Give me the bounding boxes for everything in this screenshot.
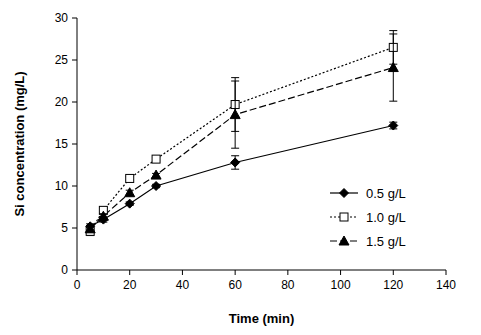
- point: [125, 199, 134, 208]
- series-line: [90, 68, 393, 229]
- point: [85, 224, 95, 233]
- x-tick: [129, 270, 130, 275]
- point: [231, 158, 240, 167]
- y-tick-label: 0: [61, 263, 68, 277]
- error-cap: [231, 81, 239, 82]
- y-tick: [72, 144, 77, 145]
- error-cap: [389, 101, 397, 102]
- error-cap: [231, 155, 239, 156]
- series-line: [90, 47, 393, 231]
- legend-label: 1.5 g/L: [366, 234, 406, 249]
- x-tick-label: 100: [331, 278, 351, 292]
- x-tick-label: 20: [123, 278, 137, 292]
- y-tick: [72, 270, 77, 271]
- point: [152, 155, 160, 163]
- point: [388, 63, 398, 72]
- y-axis-label: Si concentration (mg/L): [12, 71, 27, 216]
- x-tick: [393, 270, 394, 275]
- point: [389, 121, 398, 130]
- x-tick: [340, 270, 341, 275]
- error-cap: [389, 33, 397, 34]
- legend-marker: [339, 236, 349, 245]
- error-cap: [231, 77, 239, 78]
- error-cap: [389, 30, 397, 31]
- y-tick: [72, 186, 77, 187]
- series-line: [90, 126, 393, 227]
- y-tick-label: 30: [55, 11, 69, 25]
- x-axis: [77, 270, 446, 271]
- point: [230, 110, 240, 119]
- error-bar: [231, 81, 239, 148]
- x-tick-label: 0: [74, 278, 81, 292]
- x-tick-label: 140: [436, 278, 456, 292]
- y-tick: [72, 102, 77, 103]
- chart: 0 20 40 60 80 100 120 140 0 5 10 15 20 25 30 Time (min)…: [0, 0, 481, 335]
- x-tick: [77, 270, 78, 275]
- point: [151, 170, 161, 179]
- x-tick: [235, 270, 236, 275]
- legend-marker: [340, 213, 348, 221]
- x-tick: [446, 270, 447, 275]
- y-tick-label: 20: [55, 95, 69, 109]
- x-axis-label: Time (min): [229, 311, 295, 326]
- y-tick-label: 25: [55, 53, 69, 67]
- x-tick: [287, 270, 288, 275]
- error-cap: [231, 169, 239, 170]
- y-tick: [72, 18, 77, 19]
- error-bar: [389, 34, 397, 101]
- legend: 0.5 g/L 1.0 g/L 1.5 g/L: [330, 186, 406, 249]
- point: [152, 182, 161, 191]
- x-tick-label: 40: [176, 278, 190, 292]
- legend-marker: [340, 189, 349, 198]
- error-cap: [231, 148, 239, 149]
- x-tick-label: 60: [228, 278, 242, 292]
- x-tick-label: 120: [383, 278, 403, 292]
- y-tick-label: 15: [55, 137, 69, 151]
- y-tick: [72, 228, 77, 229]
- x-tick-label: 80: [281, 278, 295, 292]
- y-tick: [72, 60, 77, 61]
- legend-label: 0.5 g/L: [366, 186, 406, 201]
- error-bar: [231, 156, 239, 169]
- y-tick-label: 10: [55, 179, 69, 193]
- plot-area: [85, 31, 398, 236]
- x-tick: [182, 270, 183, 275]
- point: [126, 174, 134, 182]
- point: [125, 188, 135, 197]
- point: [98, 211, 108, 220]
- y-tick-label: 5: [61, 221, 68, 235]
- legend-label: 1.0 g/L: [366, 210, 406, 225]
